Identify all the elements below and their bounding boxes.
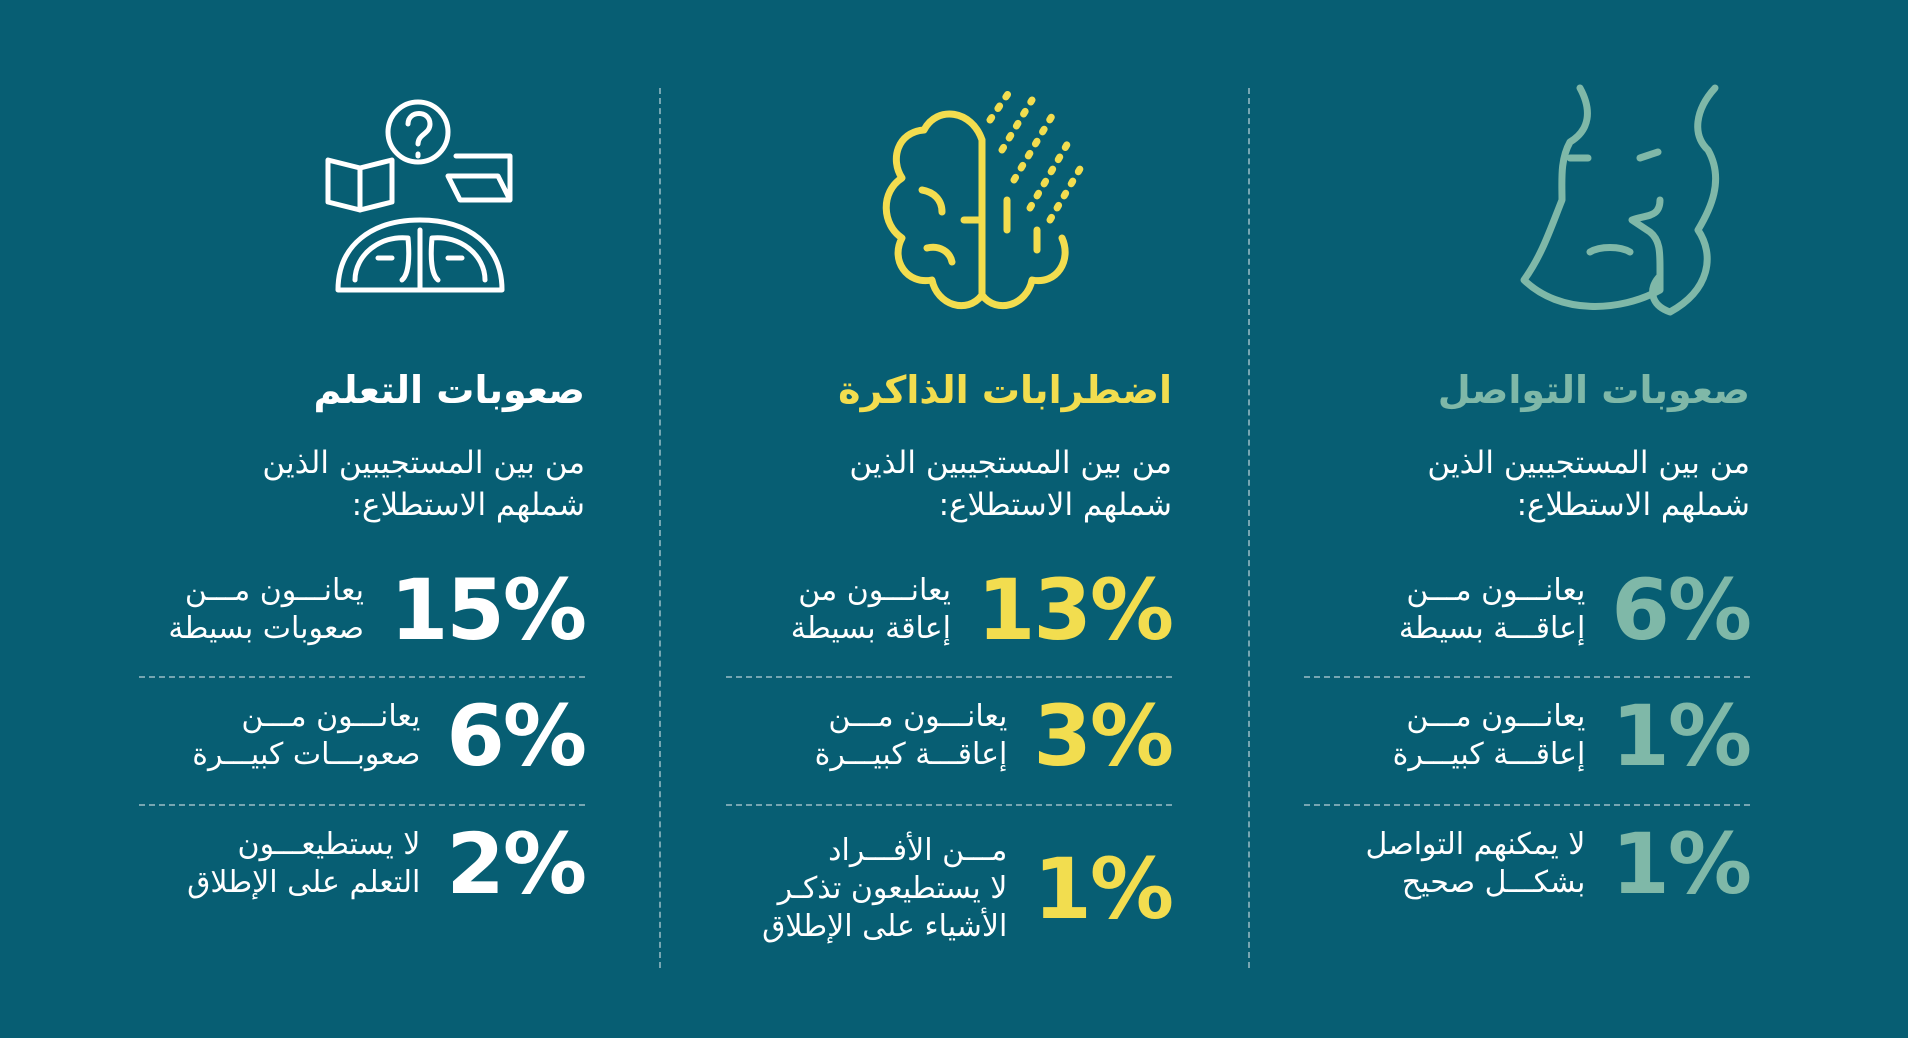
brain-book-question-icon xyxy=(310,80,530,320)
column-divider-right xyxy=(1248,88,1250,968)
column-divider-left xyxy=(659,88,661,968)
stat-value: 13% xyxy=(976,561,1174,659)
stat-value: 1% xyxy=(1033,840,1174,938)
stat-separator xyxy=(139,804,585,806)
stat-description: يعانـــون مـــن إعاقـــة بسيطة xyxy=(1398,573,1586,646)
column-intro: من بين المستجيبين الذين شملهم الاستطلاع: xyxy=(262,445,585,523)
column-title: صعوبات التواصل xyxy=(1437,368,1750,412)
stat-value: 2% xyxy=(446,815,587,913)
stat-description: لا يمكنهم التواصل بشكـــل صحيح xyxy=(1365,827,1586,900)
communication-column: صعوبات التواصل من بين المستجيبين الذين ش… xyxy=(1270,0,1752,1038)
stat-row: 1% لا يمكنهم التواصل بشكـــل صحيح xyxy=(1270,804,1752,924)
stat-row: 3% يعانـــون مـــن إعاقـــة كبيـــرة xyxy=(692,676,1174,796)
stat-row: 1% يعانـــون مـــن إعاقـــة كبيـــرة xyxy=(1270,676,1752,796)
stat-value: 6% xyxy=(1611,561,1752,659)
stat-description: يعانـــون مـــن صعوبات بسيطة xyxy=(168,573,364,646)
stat-value: 6% xyxy=(446,687,587,785)
face-profile-icon xyxy=(1510,80,1730,320)
stat-description: يعانـــون مـــن صعوبـــات كبيـــرة xyxy=(192,699,421,772)
stat-description: لا يستطيعـــون التعلم على الإطلاق xyxy=(187,827,421,900)
stat-row: 2% لا يستطيعـــون التعلم على الإطلاق xyxy=(105,804,587,924)
stat-separator xyxy=(1304,676,1750,678)
stat-row: 1% مـــن الأفـــراد لا يستطيعون تذكـر ال… xyxy=(692,814,1174,964)
brain-particles-icon xyxy=(872,80,1092,320)
stat-description: يعانـــون من إعاقة بسيطة xyxy=(790,573,951,646)
stat-description: يعانـــون مـــن إعاقـــة كبيـــرة xyxy=(814,699,1008,772)
stat-value: 1% xyxy=(1611,687,1752,785)
stat-separator xyxy=(726,804,1172,806)
column-title: صعوبات التعلم xyxy=(313,368,585,412)
column-title: اضطرابات الذاكرة xyxy=(838,368,1172,412)
memory-column: اضطرابات الذاكرة من بين المستجيبين الذين… xyxy=(692,0,1174,1038)
stat-value: 3% xyxy=(1033,687,1174,785)
stat-value: 1% xyxy=(1611,815,1752,913)
stat-description: مـــن الأفـــراد لا يستطيعون تذكـر الأشي… xyxy=(762,833,1008,944)
stat-row: 13% يعانـــون من إعاقة بسيطة xyxy=(692,550,1174,670)
stat-value: 15% xyxy=(389,561,587,659)
stat-separator xyxy=(139,676,585,678)
stat-row: 6% يعانـــون مـــن إعاقـــة بسيطة xyxy=(1270,550,1752,670)
column-intro: من بين المستجيبين الذين شملهم الاستطلاع: xyxy=(849,445,1172,523)
stat-row: 15% يعانـــون مـــن صعوبات بسيطة xyxy=(105,550,587,670)
learning-column: صعوبات التعلم من بين المستجيبين الذين شم… xyxy=(105,0,587,1038)
stat-row: 6% يعانـــون مـــن صعوبـــات كبيـــرة xyxy=(105,676,587,796)
stat-description: يعانـــون مـــن إعاقـــة كبيـــرة xyxy=(1392,699,1586,772)
column-intro: من بين المستجيبين الذين شملهم الاستطلاع: xyxy=(1427,445,1750,523)
stat-separator xyxy=(726,676,1172,678)
stat-separator xyxy=(1304,804,1750,806)
